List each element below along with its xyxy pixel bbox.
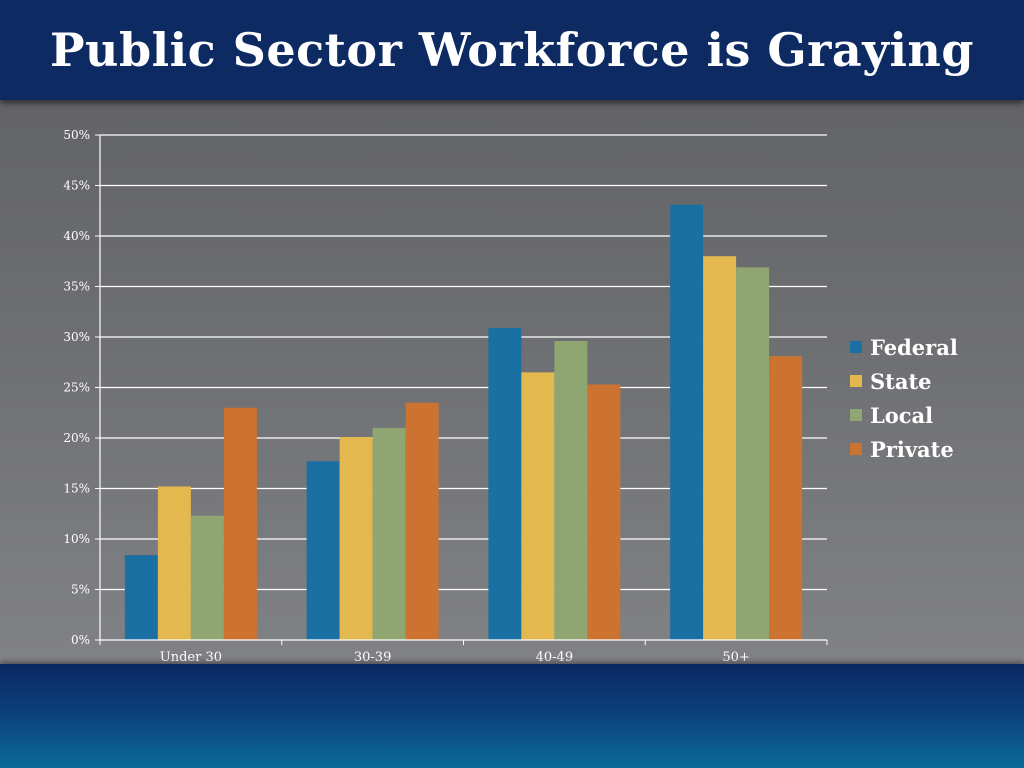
y-tick-label: 35% xyxy=(63,280,90,294)
title-bar: Public Sector Workforce is Graying xyxy=(0,0,1024,100)
page-title: Public Sector Workforce is Graying xyxy=(49,23,975,77)
legend-item-state: State xyxy=(850,364,958,398)
y-tick-label: 40% xyxy=(63,229,90,243)
bar-local xyxy=(736,267,770,640)
legend-item-federal: Federal xyxy=(850,330,958,364)
x-category-label: 30-39 xyxy=(354,650,391,665)
bar-private xyxy=(769,356,803,640)
y-tick-label: 50% xyxy=(63,128,90,142)
x-category-labels: Under 30 30-39 40-49 50+ xyxy=(160,650,750,665)
x-category-label: 40-49 xyxy=(536,650,573,665)
y-tick-label: 20% xyxy=(63,431,90,445)
bar-state xyxy=(703,256,737,640)
bar-local xyxy=(372,427,406,640)
bar-local xyxy=(190,515,224,640)
bar-state xyxy=(157,486,191,640)
legend-item-private: Private xyxy=(850,432,958,466)
axes xyxy=(99,135,828,645)
y-tick-label: 30% xyxy=(63,330,90,344)
legend-swatch xyxy=(850,409,862,421)
y-tick-label: 15% xyxy=(63,482,90,496)
bar-federal xyxy=(488,327,522,640)
bar-private xyxy=(587,384,621,640)
y-tick-label: 25% xyxy=(63,381,90,395)
x-category-label: 50+ xyxy=(722,650,749,665)
bar-state xyxy=(339,436,373,640)
legend-swatch xyxy=(850,341,862,353)
legend-label: State xyxy=(870,368,932,394)
legend-label: Local xyxy=(870,402,934,428)
y-tick-label: 5% xyxy=(71,583,90,597)
bar-local xyxy=(554,341,588,640)
legend-label: Private xyxy=(870,436,954,462)
x-category-label: Under 30 xyxy=(160,650,222,665)
legend-item-local: Local xyxy=(850,398,958,432)
legend-swatch xyxy=(850,375,862,387)
y-tick-label: 0% xyxy=(71,633,90,647)
bars xyxy=(124,204,803,640)
bar-private xyxy=(405,402,439,640)
bar-state xyxy=(521,372,555,640)
bar-private xyxy=(223,407,257,640)
legend-label: Federal xyxy=(870,334,958,360)
legend-swatch xyxy=(850,443,862,455)
y-tick-label: 10% xyxy=(63,532,90,546)
y-tick-labels: 0% 5% 10% 15% 20% 25% 30% 35% 40% 45% 50% xyxy=(63,128,90,647)
chart-legend: Federal State Local Private xyxy=(850,330,958,466)
bar-federal xyxy=(306,461,340,640)
bar-federal xyxy=(124,555,158,640)
y-tick-label: 45% xyxy=(63,179,90,193)
footer-bar xyxy=(0,664,1024,768)
bar-federal xyxy=(670,204,704,640)
